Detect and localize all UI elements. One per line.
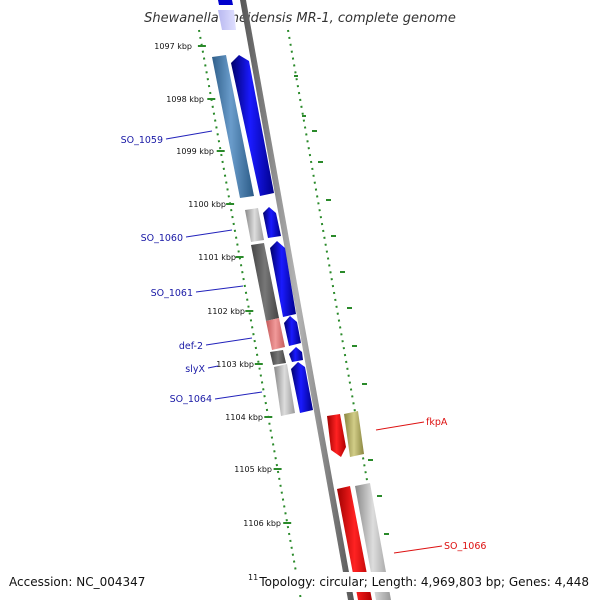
gene-fkpa-reverse xyxy=(327,414,346,457)
tick-label-1102: 1102 kbp xyxy=(207,307,245,316)
gene-so1060-forward xyxy=(263,207,281,238)
tick-label-1101: 1101 kbp xyxy=(198,253,236,262)
cog-bar-def2 xyxy=(266,318,285,350)
cog-bar-so1059 xyxy=(212,55,254,198)
gene-so1059-forward xyxy=(231,55,274,196)
tick-label-1099: 1099 kbp xyxy=(176,147,214,156)
topology-text: Topology: circular; Length: 4,969,803 bp… xyxy=(258,575,589,589)
gene-label-so1066[interactable]: SO_1066 xyxy=(444,541,486,552)
gene-so1061-forward xyxy=(270,241,296,317)
gene-so1064-forward xyxy=(291,362,313,413)
gene-top-lavender-fragment xyxy=(218,10,236,30)
gene-label-so1059[interactable]: SO_1059 xyxy=(121,135,163,146)
cog-bar-so1061 xyxy=(251,243,279,321)
tick-label-1103: 1103 kbp xyxy=(216,360,254,369)
gene-label-so1060[interactable]: SO_1060 xyxy=(141,233,183,244)
cog-bar-so1066 xyxy=(355,483,391,600)
tick-label-1097: 1097 kbp xyxy=(154,42,192,51)
gene-so1066-reverse xyxy=(337,486,372,600)
genome-axis xyxy=(240,0,354,600)
gene-label-so1061[interactable]: SO_1061 xyxy=(151,288,193,299)
gene-label-def2[interactable]: def-2 xyxy=(179,341,203,352)
accession-text: Accession: NC_004347 xyxy=(9,575,145,589)
footer-topology-backdrop xyxy=(258,572,594,592)
tick-label-1106: 1106 kbp xyxy=(243,519,281,528)
tick-label-1098: 1098 kbp xyxy=(166,95,204,104)
gene-label-slyx[interactable]: slyX xyxy=(185,364,205,375)
gene-label-so1064[interactable]: SO_1064 xyxy=(170,394,212,405)
cog-bar-slyx xyxy=(270,350,286,365)
tick-label-partial: 11 xyxy=(248,573,258,582)
cog-bar-fkpa xyxy=(344,411,364,457)
gene-top-blue-fragment xyxy=(218,0,233,5)
map-title: Shewanella oneidensis MR-1, complete gen… xyxy=(144,11,456,26)
kbp-tick-marks xyxy=(197,45,292,524)
forward-label-leaders xyxy=(165,130,263,400)
cog-bar-so1060 xyxy=(245,208,264,242)
gene-def2-forward xyxy=(284,316,301,346)
tick-label-1105: 1105 kbp xyxy=(234,465,272,474)
reverse-label-leaders xyxy=(375,421,443,554)
gene-slyx-forward xyxy=(289,347,303,362)
tick-label-1100: 1100 kbp xyxy=(188,200,226,209)
right-track-ticks xyxy=(294,75,389,535)
tick-label-1104: 1104 kbp xyxy=(225,413,263,422)
gene-label-fkpa[interactable]: fkpA xyxy=(426,417,448,428)
cog-bar-so1064 xyxy=(274,364,295,416)
